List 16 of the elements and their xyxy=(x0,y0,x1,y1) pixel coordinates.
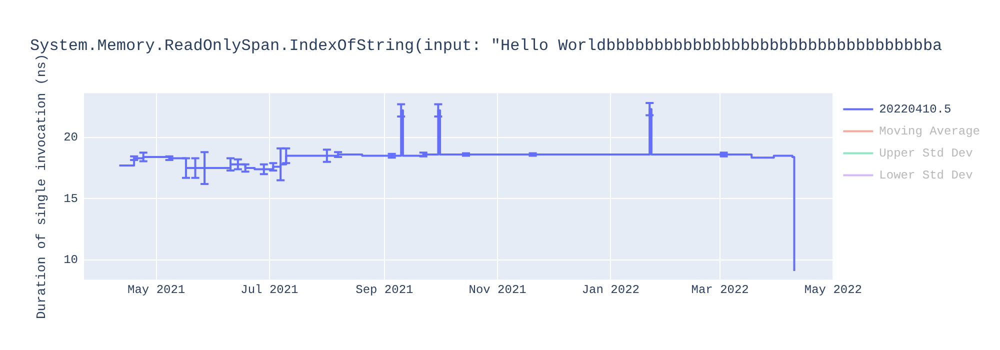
legend-label: Lower Std Dev xyxy=(879,168,973,182)
y-axis-title: Duration of single invocation (ns) xyxy=(34,54,50,320)
x-tick-label: May 2021 xyxy=(128,282,186,297)
y-tick-label: 10 xyxy=(64,253,78,268)
x-tick-label: Nov 2021 xyxy=(468,282,526,297)
chart-title: System.Memory.ReadOnlySpan.IndexOfString(input: "Hello Worldbbbbbbbbbbbbbbbbbbbbbbbbbbbbbbbbbba xyxy=(30,36,943,55)
x-tick-label: May 2022 xyxy=(804,282,862,297)
legend-label: Upper Std Dev xyxy=(879,146,973,160)
legend-label: 20220410.5 xyxy=(879,102,952,116)
legend-label: Moving Average xyxy=(879,124,980,138)
x-tick-label: Mar 2022 xyxy=(691,282,749,297)
x-tick-label: Jan 2022 xyxy=(582,282,640,297)
y-tick-label: 15 xyxy=(64,192,78,206)
y-tick-label: 20 xyxy=(64,130,78,145)
x-tick-label: Jul 2021 xyxy=(240,282,298,297)
x-tick-label: Sep 2021 xyxy=(356,282,414,297)
